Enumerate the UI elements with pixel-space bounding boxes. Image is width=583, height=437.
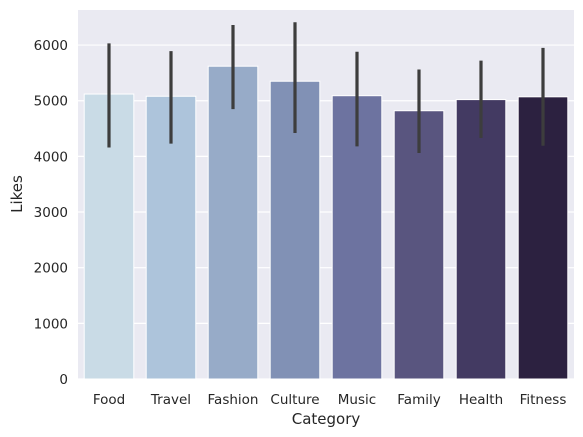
y-tick-label: 4000 [34, 149, 68, 165]
x-axis-title: Category [292, 410, 361, 428]
y-tick-label: 2000 [34, 261, 68, 277]
y-axis-title: Likes [8, 175, 26, 213]
x-tick-label-food: Food [93, 392, 125, 408]
x-tick-label-culture: Culture [270, 392, 319, 408]
bar-fashion [207, 65, 259, 380]
y-tick-label: 1000 [34, 316, 68, 332]
y-axis-ticks: 0 1000 2000 3000 4000 5000 6000 [34, 38, 68, 388]
y-tick-label: 0 [59, 372, 68, 388]
x-axis-ticks: Food Travel Fashion Culture Music Family Healt… [93, 392, 567, 408]
y-tick-label: 6000 [34, 38, 68, 54]
x-tick-label-fashion: Fashion [208, 392, 259, 408]
x-tick-label-family: Family [397, 392, 440, 408]
y-tick-label: 3000 [34, 205, 68, 221]
x-tick-label-music: Music [338, 392, 376, 408]
x-tick-label-health: Health [459, 392, 503, 408]
y-tick-label: 5000 [34, 94, 68, 110]
bar-health [455, 99, 507, 380]
x-tick-label-travel: Travel [150, 392, 191, 408]
bar-family [393, 110, 445, 380]
error-bars [107, 22, 545, 154]
x-tick-label-fitness: Fitness [520, 392, 567, 408]
